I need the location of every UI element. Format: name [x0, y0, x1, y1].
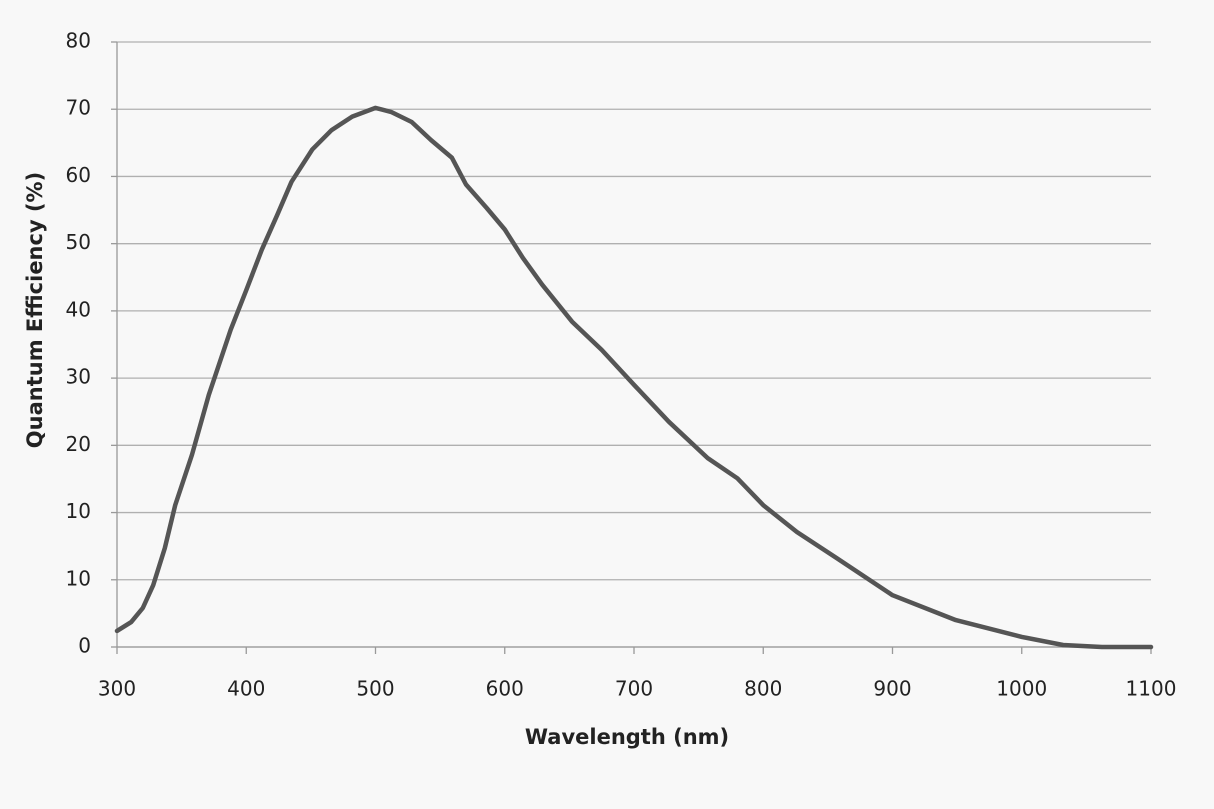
y-axis-title: Quantum Efficiency (%)	[23, 172, 47, 448]
y-tick-label: 50	[66, 230, 91, 254]
y-tick-label: 80	[66, 29, 91, 53]
x-axis-title: Wavelength (nm)	[525, 725, 729, 749]
y-tick-label: 10	[66, 499, 91, 523]
x-tick-label: 300	[98, 677, 136, 701]
y-tick-label: 0	[78, 634, 91, 658]
x-tick-label: 400	[227, 677, 265, 701]
line-series	[114, 105, 1154, 650]
y-tick-label: 40	[66, 297, 91, 321]
y-tick-label: 20	[66, 432, 91, 456]
y-tick-label: 30	[66, 365, 91, 389]
x-tick-label: 800	[744, 677, 782, 701]
y-tick-label: 10	[66, 566, 91, 590]
y-tick-label: 70	[66, 96, 91, 120]
y-tick-label: 60	[66, 163, 91, 187]
x-tick-label: 600	[486, 677, 524, 701]
x-tick-label: 500	[356, 677, 394, 701]
x-tick-label: 1100	[1126, 677, 1177, 701]
x-tick-label: 700	[615, 677, 653, 701]
x-tick-label: 900	[873, 677, 911, 701]
x-tick-label: 1000	[996, 677, 1047, 701]
